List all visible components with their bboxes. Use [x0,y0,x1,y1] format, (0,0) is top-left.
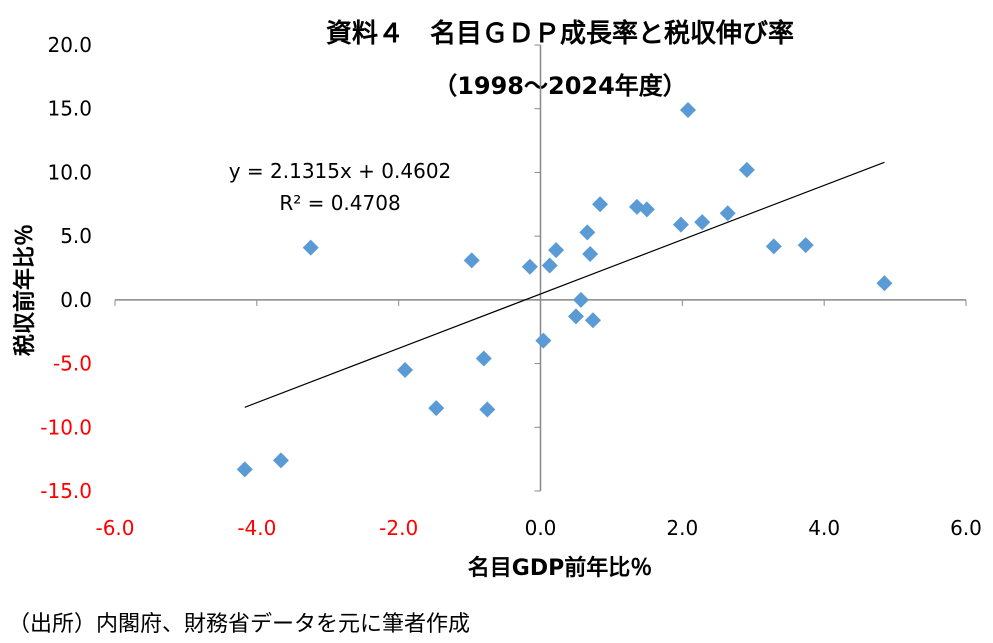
y-tick-label: -10.0 [40,415,92,439]
data-point [572,291,589,308]
y-tick-label: -5.0 [53,352,92,376]
data-point [541,257,558,274]
data-point [582,245,599,262]
x-axis-label: 名目GDP前年比％ [468,555,652,581]
y-tick-label: 15.0 [47,97,92,121]
trendline [244,161,885,408]
y-axis-label: 税収前年比％ [12,224,38,356]
data-point [876,275,893,292]
data-point [592,196,609,213]
y-tick-label: -15.0 [40,479,92,503]
data-point [765,238,782,255]
chart-subtitle: （1998～2024年度） [433,72,687,100]
x-tick-label: 0.0 [525,516,557,540]
x-tick-label: 6.0 [950,516,982,540]
data-point [535,332,552,349]
data-point [680,101,697,118]
y-tick-label: 10.0 [47,160,92,184]
data-point [463,252,480,269]
x-tick-label: 2.0 [666,516,698,540]
scatter-chart: 資料４ 名目ＧＤＰ成長率と税収伸び率 （1998～2024年度） 名目GDP前年… [12,18,982,581]
data-point [548,242,565,259]
data-point [475,350,492,367]
x-tick-label: -2.0 [379,516,418,540]
y-tick-label: 5.0 [60,224,92,248]
y-tick-label: 0.0 [60,288,92,312]
data-point [236,461,253,478]
x-tick-label: -6.0 [95,516,134,540]
data-point [479,401,496,418]
data-point [302,239,319,256]
trendline-equation: y = 2.1315x + 0.4602 [229,159,452,183]
data-point [567,308,584,325]
trendline-r2: R² = 0.4708 [279,191,400,215]
y-tick-label: 20.0 [47,33,92,57]
data-point [672,216,689,233]
x-tick-label: -4.0 [237,516,276,540]
data-point [694,214,711,231]
chart-title: 資料４ 名目ＧＤＰ成長率と税収伸び率 [326,18,794,49]
data-point [521,258,538,275]
data-point [719,205,736,222]
data-point [579,224,596,241]
data-point [584,312,601,329]
data-point [738,161,755,178]
data-point [797,237,814,254]
source-note: （出所）内閣府、財務省データを元に筆者作成 [8,612,471,637]
data-point [272,452,289,469]
data-point [428,400,445,417]
data-point [638,201,655,218]
data-point [397,361,414,378]
x-tick-label: 4.0 [808,516,840,540]
